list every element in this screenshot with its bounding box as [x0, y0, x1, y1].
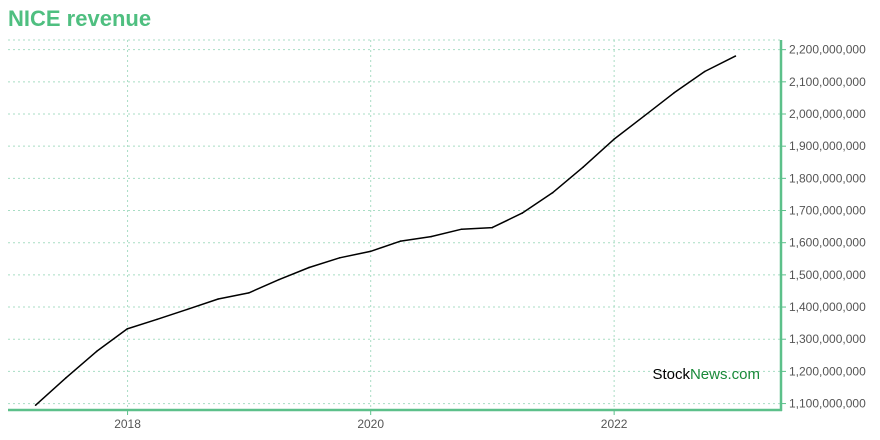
label-layer: 1,100,000,000 1,200,000,000 1,300,000,000 1… [114, 43, 866, 431]
y-tick-label: 1,500,000,000 [789, 268, 866, 282]
axis-layer [8, 40, 786, 415]
watermark-com: .com [727, 366, 760, 383]
y-tick-label: 1,200,000,000 [789, 364, 866, 378]
data-point [551, 192, 554, 194]
x-tick-label: 2020 [357, 417, 384, 431]
data-point [217, 298, 219, 300]
data-point [247, 292, 250, 294]
data-point [186, 308, 189, 311]
y-tick-label: 2,000,000,000 [789, 107, 866, 121]
data-point [673, 91, 675, 94]
data-point [65, 377, 67, 379]
x-tick-label: 2022 [601, 417, 628, 431]
y-tick-label: 1,700,000,000 [789, 204, 866, 218]
watermark-stock: Stock [652, 366, 690, 383]
y-tick-label: 1,900,000,000 [789, 139, 866, 153]
data-point [613, 138, 615, 141]
data-point [399, 240, 402, 242]
data-point [308, 266, 310, 269]
y-tick-label: 2,100,000,000 [789, 75, 866, 89]
revenue-line [35, 55, 736, 406]
grid-layer [8, 39, 781, 410]
data-point [734, 55, 737, 57]
data-point [582, 166, 584, 168]
data-point [277, 278, 280, 281]
watermark-news: News [690, 366, 728, 383]
data-point [95, 350, 98, 353]
y-tick-label: 1,600,000,000 [789, 236, 866, 250]
data-point [156, 318, 159, 321]
data-point [34, 404, 37, 406]
data-point [460, 228, 463, 230]
data-point [642, 115, 645, 118]
data-point [521, 212, 524, 214]
data-point [491, 226, 494, 229]
data-point [338, 257, 341, 259]
y-tick-label: 1,400,000,000 [789, 300, 866, 314]
y-tick-label: 1,800,000,000 [789, 171, 866, 185]
data-point [126, 328, 129, 330]
y-tick-label: 2,200,000,000 [789, 43, 866, 57]
data-point [369, 250, 372, 253]
x-tick-label: 2018 [114, 417, 141, 431]
data-point [703, 70, 706, 73]
data-point [430, 235, 432, 238]
y-tick-label: 1,100,000,000 [789, 397, 866, 411]
watermark: StockNews.com [652, 366, 760, 383]
series-layer [34, 55, 737, 406]
y-tick-label: 1,300,000,000 [789, 332, 866, 346]
chart-title: NICE revenue [8, 6, 152, 31]
